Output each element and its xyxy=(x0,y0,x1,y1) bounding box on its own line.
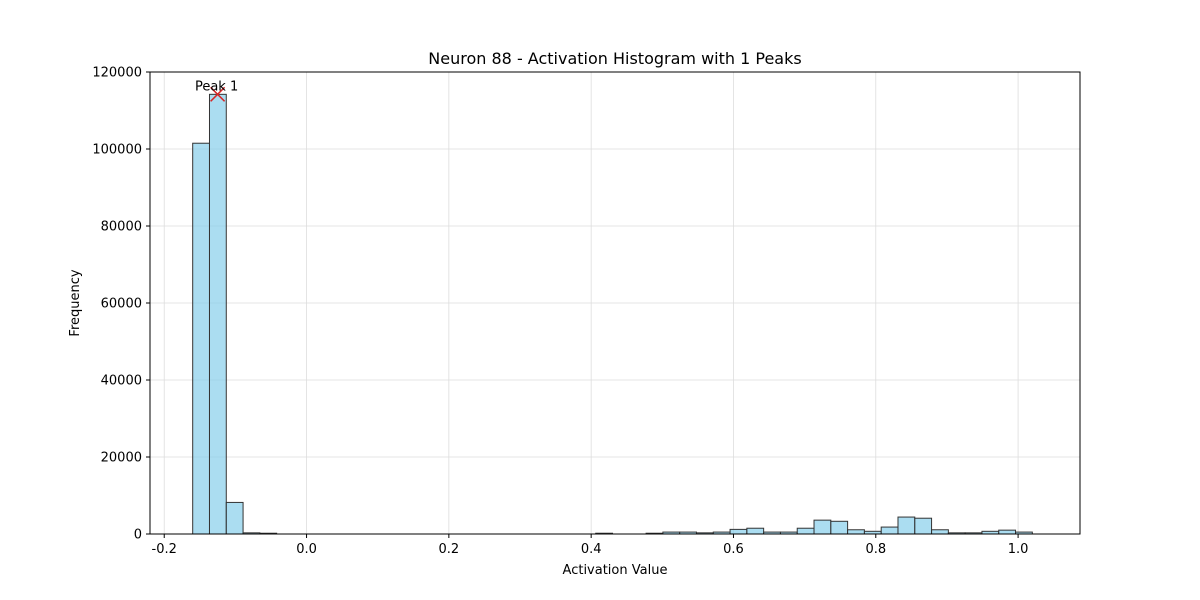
histogram-bars xyxy=(192,93,1033,535)
x-tick-label: 1.0 xyxy=(1008,542,1029,557)
histogram-bar xyxy=(813,519,832,535)
peak-label: Peak 1 xyxy=(195,79,238,94)
chart-title: Neuron 88 - Activation Histogram with 1 … xyxy=(428,49,801,68)
histogram-bar xyxy=(847,529,865,535)
histogram-bar xyxy=(998,529,1017,535)
y-axis: 0 20000 40000 60000 80000 100000 120000 xyxy=(92,66,150,543)
histogram-bar xyxy=(729,528,748,535)
histogram-bar xyxy=(746,527,765,535)
histogram-bar xyxy=(880,526,899,535)
x-tick-label: 0.4 xyxy=(581,542,602,557)
peak-markers: Peak 1 xyxy=(195,79,238,102)
x-tick-label: 0.0 xyxy=(296,542,317,557)
histogram-bar xyxy=(830,520,849,535)
peak-marker xyxy=(210,86,226,102)
grid xyxy=(150,71,1080,535)
histogram-bar xyxy=(225,501,244,535)
y-tick-label: 0 xyxy=(134,528,142,543)
histogram-bar xyxy=(208,93,227,535)
y-tick-label: 100000 xyxy=(92,143,142,158)
y-axis-label: Frequency xyxy=(68,269,83,336)
histogram-bar xyxy=(931,529,949,535)
y-tick-label: 120000 xyxy=(92,66,142,81)
x-tick-label: 0.2 xyxy=(439,542,460,557)
y-tick-label: 80000 xyxy=(101,220,142,235)
x-tick-label: 0.6 xyxy=(723,542,744,557)
y-tick-label: 60000 xyxy=(101,297,142,312)
x-tick-label: 0.8 xyxy=(865,542,886,557)
y-tick-label: 40000 xyxy=(101,374,142,389)
x-tick-label: -0.2 xyxy=(152,542,177,557)
peak-x-stroke xyxy=(210,86,226,102)
histogram-bar xyxy=(897,516,916,535)
x-axis-label: Activation Value xyxy=(563,563,668,578)
histogram-bar xyxy=(192,142,210,535)
histogram-bar xyxy=(796,527,815,535)
y-tick-label: 20000 xyxy=(101,451,142,466)
x-axis: -0.2 0.0 0.2 0.4 0.6 0.8 1.0 xyxy=(152,534,1029,557)
histogram-bar xyxy=(914,517,933,535)
